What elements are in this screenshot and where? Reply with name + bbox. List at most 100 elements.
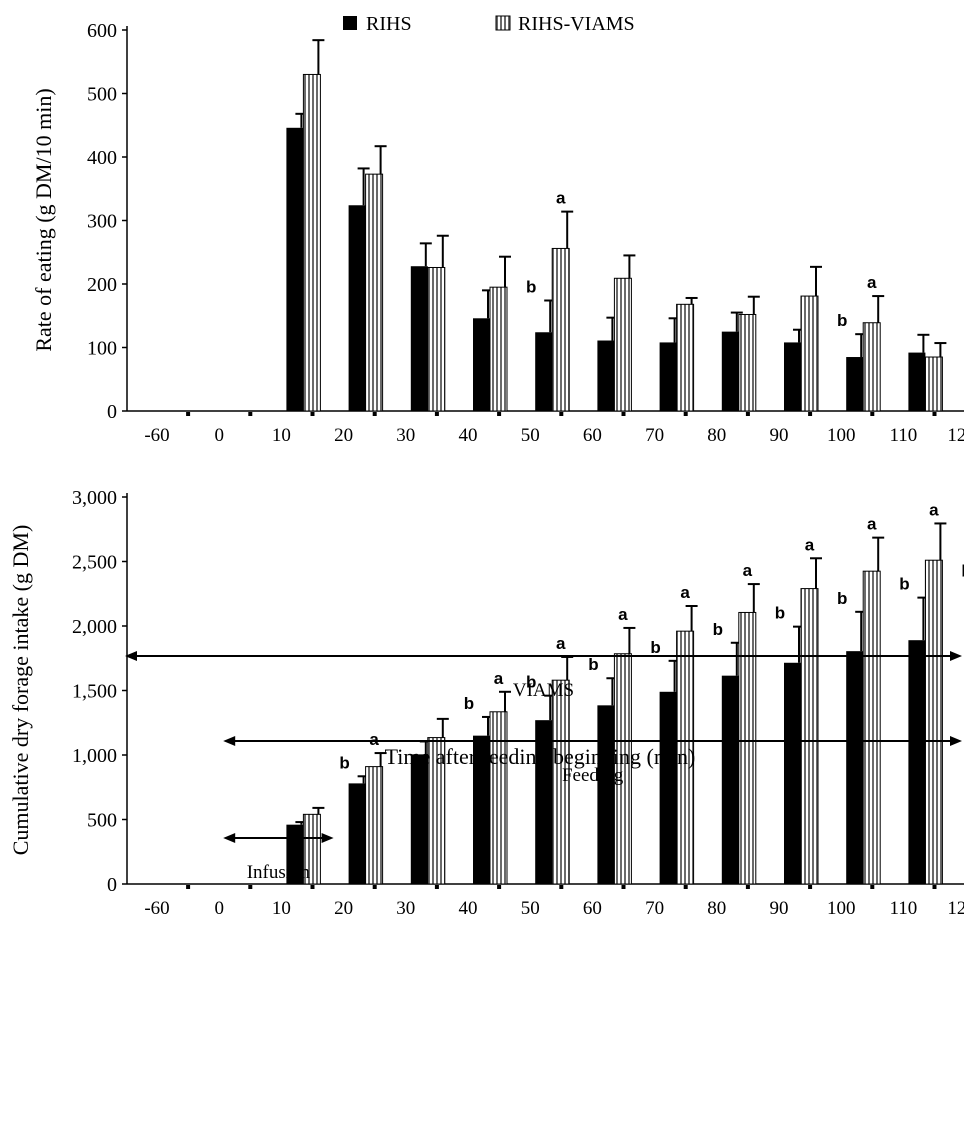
x-tick (372, 885, 377, 889)
x-tick (248, 412, 253, 416)
x-tick (186, 885, 191, 889)
x-tick (745, 885, 750, 889)
cumulative-intake-chart: 0 500 1,000 1,500 2,000 2,500 3,000 -60 0 10 20 30 4… (8, 487, 964, 919)
x-tick-label: 0 (214, 425, 224, 446)
timeline-label: VIAMS (513, 680, 574, 701)
significance-label: a (556, 189, 566, 208)
x-tick (434, 412, 439, 416)
bar-rihs (597, 705, 615, 884)
x-tick-label: 30 (396, 898, 415, 919)
x-tick (621, 885, 626, 889)
bar-rihs (410, 754, 428, 884)
significance-label: b (775, 604, 785, 623)
significance-label: b (526, 278, 536, 297)
timeline-arrowhead-right (321, 833, 334, 843)
x-tick-label: 60 (583, 898, 602, 919)
x-tick (559, 412, 564, 416)
bar-rihs (348, 783, 366, 884)
bar-rihs-viams (302, 813, 321, 885)
bar-rihs-viams (924, 559, 943, 885)
significance-label: a (867, 273, 877, 292)
x-tick (808, 885, 813, 889)
x-tick-label: 40 (459, 425, 478, 446)
significance-label: a (929, 500, 939, 519)
x-tick-label: 80 (707, 898, 726, 919)
y-tick-label: 500 (87, 810, 117, 832)
y-tick-label: 2,000 (72, 616, 117, 638)
significance-label: a (556, 634, 566, 653)
x-tick-label: 50 (521, 898, 540, 919)
x-tick-label: 40 (459, 898, 478, 919)
significance-label: b (650, 638, 660, 657)
timeline-arrowhead-left (223, 736, 236, 746)
bar-rihs-viams (738, 313, 757, 412)
x-tick (870, 885, 875, 889)
x-tick (497, 885, 502, 889)
bar-rihs-viams (862, 322, 881, 412)
bar-rihs-viams (551, 247, 570, 412)
timeline-arrowhead-left (125, 651, 137, 661)
x-tick (186, 412, 191, 416)
significance-label: a (494, 669, 504, 688)
bar-rihs (348, 205, 366, 411)
legend: RIHS RIHS-VIAMS (343, 13, 635, 35)
bar-rihs (473, 318, 490, 411)
x-tick-label: 100 (827, 425, 856, 446)
bar-rihs-viams (924, 356, 943, 412)
bar-rihs (286, 127, 304, 411)
bar-rihs (597, 340, 615, 411)
significance-label: b (899, 575, 909, 594)
x-tick (808, 412, 813, 416)
bar-rihs-viams (738, 611, 757, 885)
significance-label: a (743, 561, 753, 580)
bar-rihs-viams (489, 711, 508, 885)
x-tick (559, 885, 564, 889)
x-tick-label: 0 (214, 898, 224, 919)
bar-rihs (908, 640, 926, 884)
x-tick-label: 10 (272, 898, 291, 919)
x-tick-label: 10 (272, 425, 291, 446)
y-tick-label: 0 (107, 401, 117, 423)
significance-label: b (713, 620, 723, 639)
x-tick (497, 412, 502, 416)
y-axis-label: Rate of eating (g DM/10 min) (31, 88, 56, 351)
bar-rihs (721, 331, 739, 411)
y-tick-label: 0 (107, 874, 117, 896)
bar-rihs (721, 675, 739, 884)
bar-rihs (659, 342, 677, 411)
x-tick-label: 20 (334, 425, 353, 446)
x-tick-label: 120 (947, 898, 964, 919)
significance-label: a (867, 515, 877, 534)
bar-rihs-viams (676, 303, 695, 412)
x-tick-label: 20 (334, 898, 353, 919)
legend-label-rihs: RIHS (366, 13, 412, 35)
x-tick-label: 60 (583, 425, 602, 446)
x-tick-label: 110 (890, 425, 918, 446)
bar-rihs-viams (613, 277, 632, 412)
x-tick (683, 885, 688, 889)
y-tick-label: 1,500 (72, 681, 117, 703)
x-tick (310, 412, 315, 416)
significance-label: a (618, 605, 628, 624)
bar-rihs (659, 691, 677, 884)
bar-rihs-viams (427, 266, 446, 412)
y-tick-label: 2,500 (72, 552, 117, 574)
x-tick-label: 70 (645, 898, 664, 919)
x-tick (372, 412, 377, 416)
bar-rihs (535, 332, 553, 411)
x-tick-label: 120 (947, 425, 964, 446)
bar-rihs (410, 266, 428, 411)
significance-label: a (680, 583, 690, 602)
timeline-label: Infusion (247, 862, 311, 883)
bar-rihs (846, 357, 864, 411)
bar-rihs (784, 662, 801, 884)
bar-rihs-viams (427, 737, 446, 885)
y-tick-label: 1,000 (72, 745, 117, 767)
timeline-arrowhead-left (223, 833, 236, 843)
bar-rihs (846, 651, 864, 884)
bar-rihs (535, 720, 553, 884)
y-tick-label: 500 (87, 84, 117, 106)
y-tick-label: 600 (87, 20, 117, 42)
x-tick (621, 412, 626, 416)
